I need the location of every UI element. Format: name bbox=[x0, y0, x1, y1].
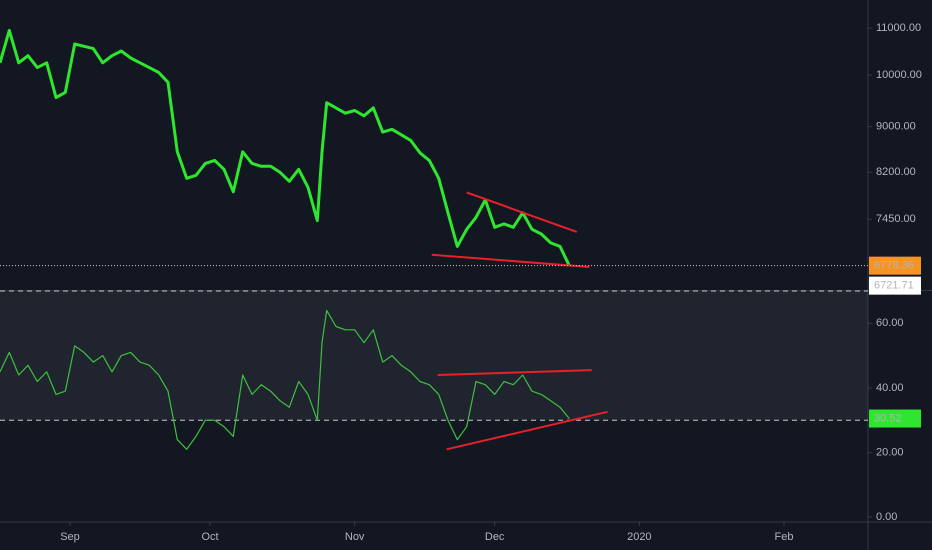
trendline bbox=[446, 410, 608, 451]
price-marker-label: 30.52 bbox=[874, 412, 902, 424]
price-marker bbox=[869, 256, 921, 275]
y-tick-label: 60.00 bbox=[876, 317, 904, 329]
y-tick-label: 11000.00 bbox=[876, 22, 921, 34]
x-tick-label: Nov bbox=[345, 531, 365, 543]
y-tick-label: 8200.00 bbox=[876, 166, 916, 178]
y-tick-label: 10000.00 bbox=[876, 69, 922, 81]
band bbox=[0, 291, 868, 421]
x-tick-label: Feb bbox=[775, 531, 794, 543]
price-marker bbox=[869, 276, 921, 295]
y-tick-label: 9000.00 bbox=[876, 120, 916, 132]
trendline bbox=[431, 253, 590, 268]
trendline bbox=[466, 191, 578, 233]
y-tick-label: 7450.00 bbox=[876, 213, 916, 225]
y-tick-label: 20.00 bbox=[876, 446, 904, 458]
x-tick-label: 2020 bbox=[627, 531, 651, 543]
x-tick-label: Oct bbox=[201, 531, 218, 543]
price-marker-label: 6721.71 bbox=[874, 280, 914, 292]
x-tick-label: Dec bbox=[485, 531, 505, 543]
price-marker bbox=[869, 409, 921, 428]
trendline bbox=[437, 369, 592, 376]
y-tick-label: 40.00 bbox=[876, 382, 904, 394]
price-marker-label: 6778.36 bbox=[874, 260, 914, 272]
x-tick-label: Sep bbox=[60, 531, 80, 543]
y-tick-label: 0.00 bbox=[876, 511, 897, 523]
series-line bbox=[0, 28, 571, 267]
series-line bbox=[0, 309, 570, 450]
